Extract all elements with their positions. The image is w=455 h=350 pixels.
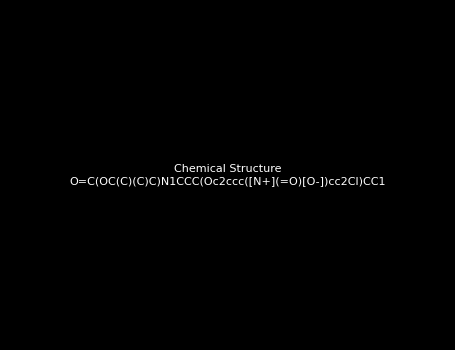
Text: Chemical Structure
O=C(OC(C)(C)C)N1CCC(Oc2ccc([N+](=O)[O-])cc2Cl)CC1: Chemical Structure O=C(OC(C)(C)C)N1CCC(O… <box>69 164 386 186</box>
